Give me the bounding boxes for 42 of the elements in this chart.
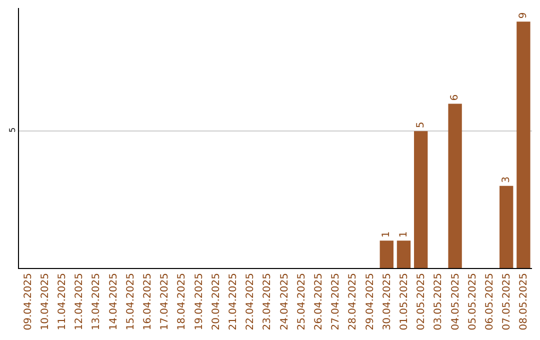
x-tick-label: 02.05.2025 — [416, 273, 428, 330]
x-tick-label: 10.04.2025 — [40, 273, 51, 330]
bar — [380, 240, 394, 268]
data-label: 9 — [518, 12, 529, 19]
x-tick-label: 15.04.2025 — [125, 273, 136, 330]
x-tick-label: 23.04.2025 — [262, 273, 274, 330]
x-tick-label: 26.04.2025 — [314, 273, 324, 330]
x-tick-label: 12.04.2025 — [74, 273, 86, 330]
x-tick-label: 14.04.2025 — [108, 273, 120, 330]
data-label: 3 — [500, 176, 512, 183]
bar — [516, 22, 530, 268]
bar — [396, 240, 411, 268]
x-tick-label: 17.04.2025 — [160, 273, 171, 330]
x-tick-label: 09.04.2025 — [22, 273, 34, 330]
bar — [448, 104, 462, 268]
x-tick-label: 05.05.2025 — [467, 273, 478, 330]
x-tick-label: 08.05.2025 — [518, 273, 530, 330]
x-tick-label: 03.05.2025 — [433, 273, 444, 330]
x-tick-label: 20.04.2025 — [210, 273, 222, 330]
x-tick-label: 04.05.2025 — [450, 273, 462, 330]
data-label: 5 — [415, 122, 426, 128]
x-tick-label: 29.04.2025 — [364, 273, 376, 330]
x-tick-label: 30.04.2025 — [382, 273, 393, 330]
x-tick-label: 11.04.2025 — [57, 273, 68, 330]
x-tick-label: 25.04.2025 — [296, 273, 308, 330]
x-tick-label: 13.04.2025 — [91, 273, 102, 330]
x-tick-label: 16.04.2025 — [142, 273, 154, 330]
x-tick-label: 28.04.2025 — [348, 273, 359, 330]
x-tick-label: 19.04.2025 — [194, 273, 205, 330]
x-tick-label: 07.05.2025 — [502, 273, 513, 330]
x-tick-label: 24.04.2025 — [279, 273, 290, 330]
data-label: 6 — [450, 94, 461, 101]
x-tick-label: 18.04.2025 — [176, 273, 188, 330]
x-tick-label: 21.04.2025 — [228, 273, 239, 330]
x-tick-label: 22.04.2025 — [245, 273, 256, 330]
x-tick-label: 01.05.2025 — [399, 273, 410, 330]
x-tick-label: 06.05.2025 — [484, 273, 496, 330]
x-tick-label: 27.04.2025 — [330, 273, 342, 330]
bar — [500, 186, 514, 268]
bar — [414, 131, 428, 268]
data-label: 1 — [381, 231, 392, 238]
data-label: 1 — [398, 231, 410, 238]
